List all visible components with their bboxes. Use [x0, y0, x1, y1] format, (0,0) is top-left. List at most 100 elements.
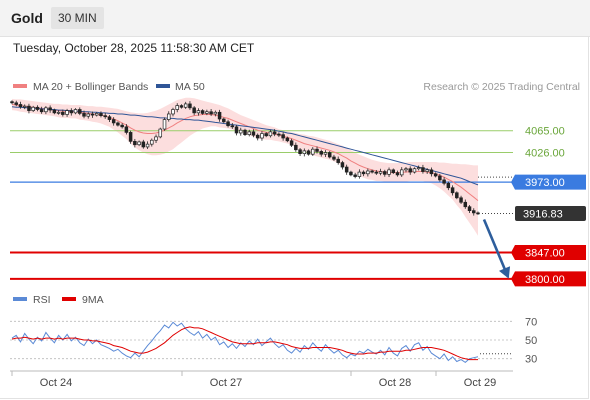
pivot-label: 3973.00 [525, 177, 565, 189]
rsi-legend-swatch [13, 297, 27, 301]
candle [319, 149, 324, 157]
candle-body [383, 171, 387, 175]
candle [387, 167, 391, 178]
candle-body [446, 182, 451, 189]
candle-body [234, 126, 239, 134]
candle [154, 134, 158, 143]
candle [213, 110, 218, 117]
candle-body [357, 171, 362, 177]
candle [158, 127, 163, 139]
candle-body [14, 102, 18, 105]
price-pane: 4065.00 4026.00 3973.00 3916.83 3847.00 3800.… [10, 97, 586, 287]
price-legend: MA 20 + Bollinger Bands MA 50 Research ©… [13, 81, 580, 93]
candle-body [120, 124, 124, 128]
candle [243, 128, 247, 137]
x-tick-label: Oct 24 [40, 377, 72, 389]
candle-body [476, 212, 480, 215]
candle [61, 109, 65, 117]
candle [99, 111, 103, 118]
candle [425, 168, 429, 174]
candle-body [459, 197, 463, 203]
candle-body [285, 137, 290, 142]
candle [476, 211, 480, 215]
candle [463, 199, 468, 209]
candle [179, 104, 184, 109]
candle-body [226, 121, 230, 127]
candle [22, 104, 27, 110]
candle-body [141, 141, 146, 148]
candle-body [183, 103, 188, 108]
current-price-label: 3916.83 [523, 209, 563, 221]
resistance-label: 4026.00 [525, 148, 565, 160]
support-label: 3800.00 [525, 274, 565, 286]
rsi-legend: RSI 9MA [13, 294, 104, 306]
candle [86, 112, 91, 119]
pivot-tag [511, 174, 586, 190]
candle [10, 100, 14, 105]
candle [395, 170, 400, 177]
current-price-tag [515, 206, 586, 222]
candle-body [298, 149, 302, 154]
candle [200, 109, 205, 115]
candle [260, 131, 264, 141]
candle [404, 167, 408, 173]
candle [433, 172, 438, 178]
bollinger-legend-label: MA 20 + Bollinger Bands [33, 81, 148, 93]
candle [14, 100, 18, 107]
candle [311, 147, 315, 156]
candle [124, 124, 129, 135]
candle-body [133, 141, 137, 146]
ma50-line [11, 106, 479, 186]
timeframe-button[interactable]: 30 MIN [51, 7, 104, 29]
candle [391, 168, 396, 175]
level-pivot-2: 3973.00 [10, 174, 586, 190]
candle-body [306, 150, 311, 155]
candle-body [158, 128, 163, 138]
candle [264, 132, 268, 138]
x-tick-label: Oct 29 [464, 377, 496, 389]
candle [323, 150, 328, 157]
candle [281, 132, 285, 141]
candle-body [353, 174, 357, 177]
candle-body [255, 134, 260, 139]
candle-body [340, 162, 345, 168]
candle-body [31, 106, 35, 111]
support-tag [511, 271, 586, 287]
candle-body [247, 131, 251, 135]
candle-body [421, 167, 425, 172]
candle [374, 170, 379, 175]
candle-body [217, 111, 222, 120]
candle [78, 107, 82, 116]
candle-body [90, 113, 95, 116]
candle [48, 105, 52, 113]
x-axis: Oct 24 Oct 27 Oct 28 Oct 29 [11, 371, 496, 389]
candle [251, 129, 256, 138]
candle [230, 122, 235, 129]
candle-body [378, 171, 383, 174]
level-support-5: 3800.00 [10, 271, 586, 287]
candle [472, 208, 476, 216]
ma9-legend-swatch [62, 297, 76, 301]
candle [183, 101, 188, 109]
candle-body [22, 105, 27, 108]
candle-body [205, 111, 209, 114]
candles [10, 100, 480, 216]
candle [188, 101, 192, 110]
candle-body [260, 133, 264, 139]
candle-body [374, 171, 379, 174]
candle [429, 167, 434, 177]
candle [73, 108, 78, 115]
candle-body [302, 150, 307, 154]
candle-body [408, 168, 412, 173]
candle [332, 154, 336, 161]
candle [378, 168, 383, 176]
candle-body [175, 105, 179, 110]
candle-body [111, 119, 116, 124]
candle [27, 103, 31, 114]
candle-body [18, 104, 23, 108]
candle [450, 185, 455, 196]
candle-body [391, 169, 396, 173]
rsi-tick-label: 30 [525, 354, 537, 366]
candle [408, 166, 412, 175]
